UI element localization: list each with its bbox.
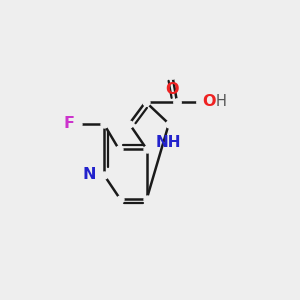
Text: F: F xyxy=(64,116,75,131)
Text: O: O xyxy=(166,82,179,97)
Text: NH: NH xyxy=(156,135,182,150)
Text: H: H xyxy=(215,94,226,109)
Text: O: O xyxy=(202,94,216,109)
Text: N: N xyxy=(83,167,96,182)
